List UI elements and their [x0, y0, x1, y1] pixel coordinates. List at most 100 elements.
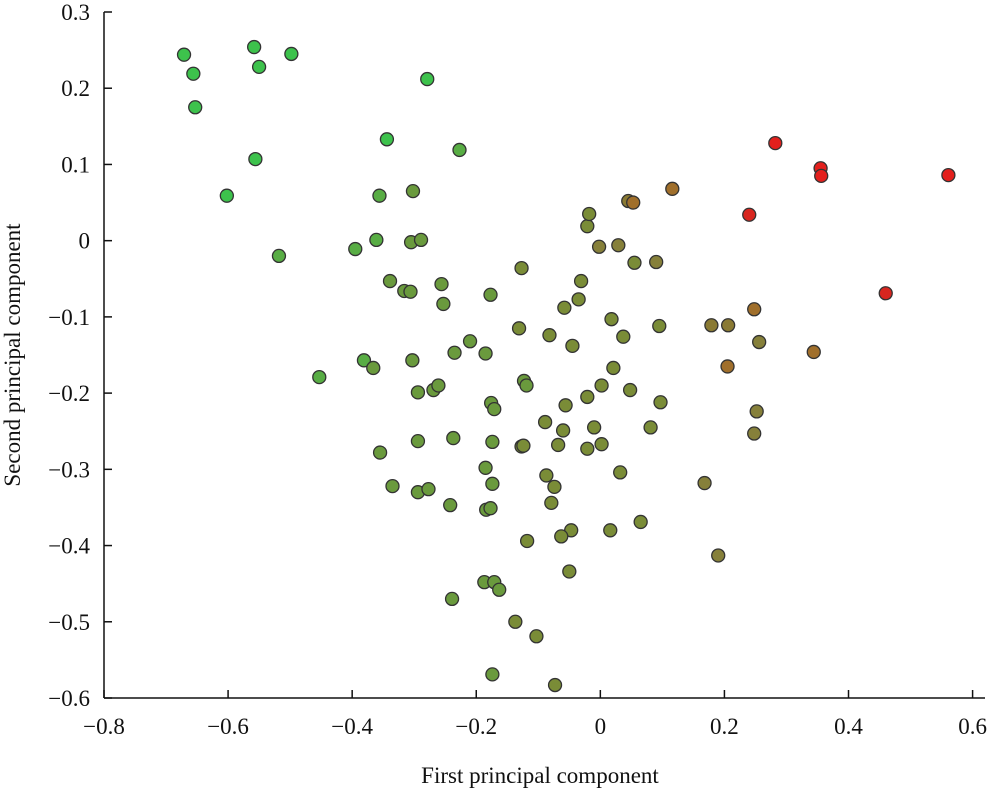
point: [665, 181, 680, 196]
point: [186, 66, 201, 81]
point: [356, 353, 372, 368]
point: [405, 353, 420, 368]
point: [622, 382, 638, 398]
point: [369, 232, 384, 248]
point: [613, 465, 628, 480]
y-tick-label: −0.2: [48, 381, 90, 406]
y-tick-label: 0.1: [61, 152, 90, 177]
point: [537, 414, 553, 430]
point: [720, 359, 735, 374]
point: [462, 334, 478, 349]
point: [558, 398, 573, 413]
point: [565, 338, 580, 354]
x-tick-label: −0.6: [207, 714, 249, 739]
point: [544, 495, 559, 511]
point: [251, 59, 267, 75]
point: [562, 564, 577, 579]
point: [478, 460, 493, 475]
y-tick-label: 0: [79, 229, 91, 254]
point: [539, 468, 554, 483]
x-tick-label: −0.8: [83, 714, 125, 739]
point: [768, 135, 783, 151]
point: [878, 286, 893, 301]
point: [372, 188, 387, 203]
point: [547, 479, 562, 495]
y-tick-label: −0.4: [48, 534, 90, 559]
point: [752, 334, 767, 350]
point: [604, 312, 619, 327]
x-tick-label: −0.4: [331, 714, 373, 739]
point: [653, 395, 668, 410]
point: [379, 132, 395, 147]
point: [483, 501, 498, 516]
point: [582, 206, 597, 222]
point: [382, 273, 398, 289]
point: [611, 238, 626, 253]
point: [814, 168, 829, 184]
point: [514, 260, 529, 276]
x-tick-label: 0: [595, 714, 607, 739]
point: [633, 514, 648, 530]
point: [434, 276, 449, 292]
point: [555, 423, 571, 438]
point: [586, 420, 602, 435]
point: [366, 360, 381, 376]
point: [284, 46, 299, 62]
point: [519, 378, 534, 393]
point: [485, 476, 500, 491]
point: [554, 529, 569, 544]
point: [444, 591, 460, 607]
point: [516, 438, 531, 453]
point: [749, 404, 764, 419]
y-tick-label: −0.6: [48, 686, 90, 711]
point: [557, 300, 572, 315]
point: [511, 321, 527, 336]
point: [747, 302, 762, 317]
point: [519, 533, 535, 549]
point: [606, 360, 621, 376]
point: [436, 296, 451, 312]
point: [483, 287, 498, 302]
point: [443, 498, 458, 513]
point: [492, 582, 507, 597]
point: [508, 614, 523, 629]
point: [580, 441, 595, 456]
point: [697, 475, 712, 491]
point: [485, 434, 500, 450]
point: [403, 284, 418, 299]
point: [421, 482, 436, 497]
point: [720, 318, 736, 333]
y-axis-title: Second principal component: [0, 223, 25, 487]
point: [485, 667, 500, 682]
point: [580, 219, 595, 234]
y-tick-label: −0.3: [48, 457, 90, 482]
point: [711, 548, 726, 563]
y-tick-label: −0.5: [48, 610, 90, 635]
point: [431, 378, 446, 393]
point: [580, 389, 595, 405]
point: [312, 369, 327, 385]
point: [410, 433, 426, 449]
point: [447, 345, 462, 360]
point: [176, 47, 192, 62]
point: [571, 292, 586, 307]
point: [385, 478, 400, 494]
x-tick-label: −0.2: [455, 714, 497, 739]
point: [643, 420, 658, 435]
x-tick-label: 0.4: [834, 714, 863, 739]
x-tick-label: 0.2: [710, 714, 739, 739]
point: [704, 318, 719, 333]
point: [446, 430, 461, 446]
point: [413, 232, 429, 248]
x-axis-title: First principal component: [421, 763, 659, 788]
point: [652, 318, 667, 334]
point: [627, 255, 642, 270]
point: [372, 445, 388, 460]
point: [188, 100, 203, 115]
point: [248, 151, 263, 167]
y-tick-label: 0.3: [61, 0, 90, 25]
point: [616, 329, 631, 344]
point: [591, 239, 607, 254]
point: [594, 437, 609, 452]
